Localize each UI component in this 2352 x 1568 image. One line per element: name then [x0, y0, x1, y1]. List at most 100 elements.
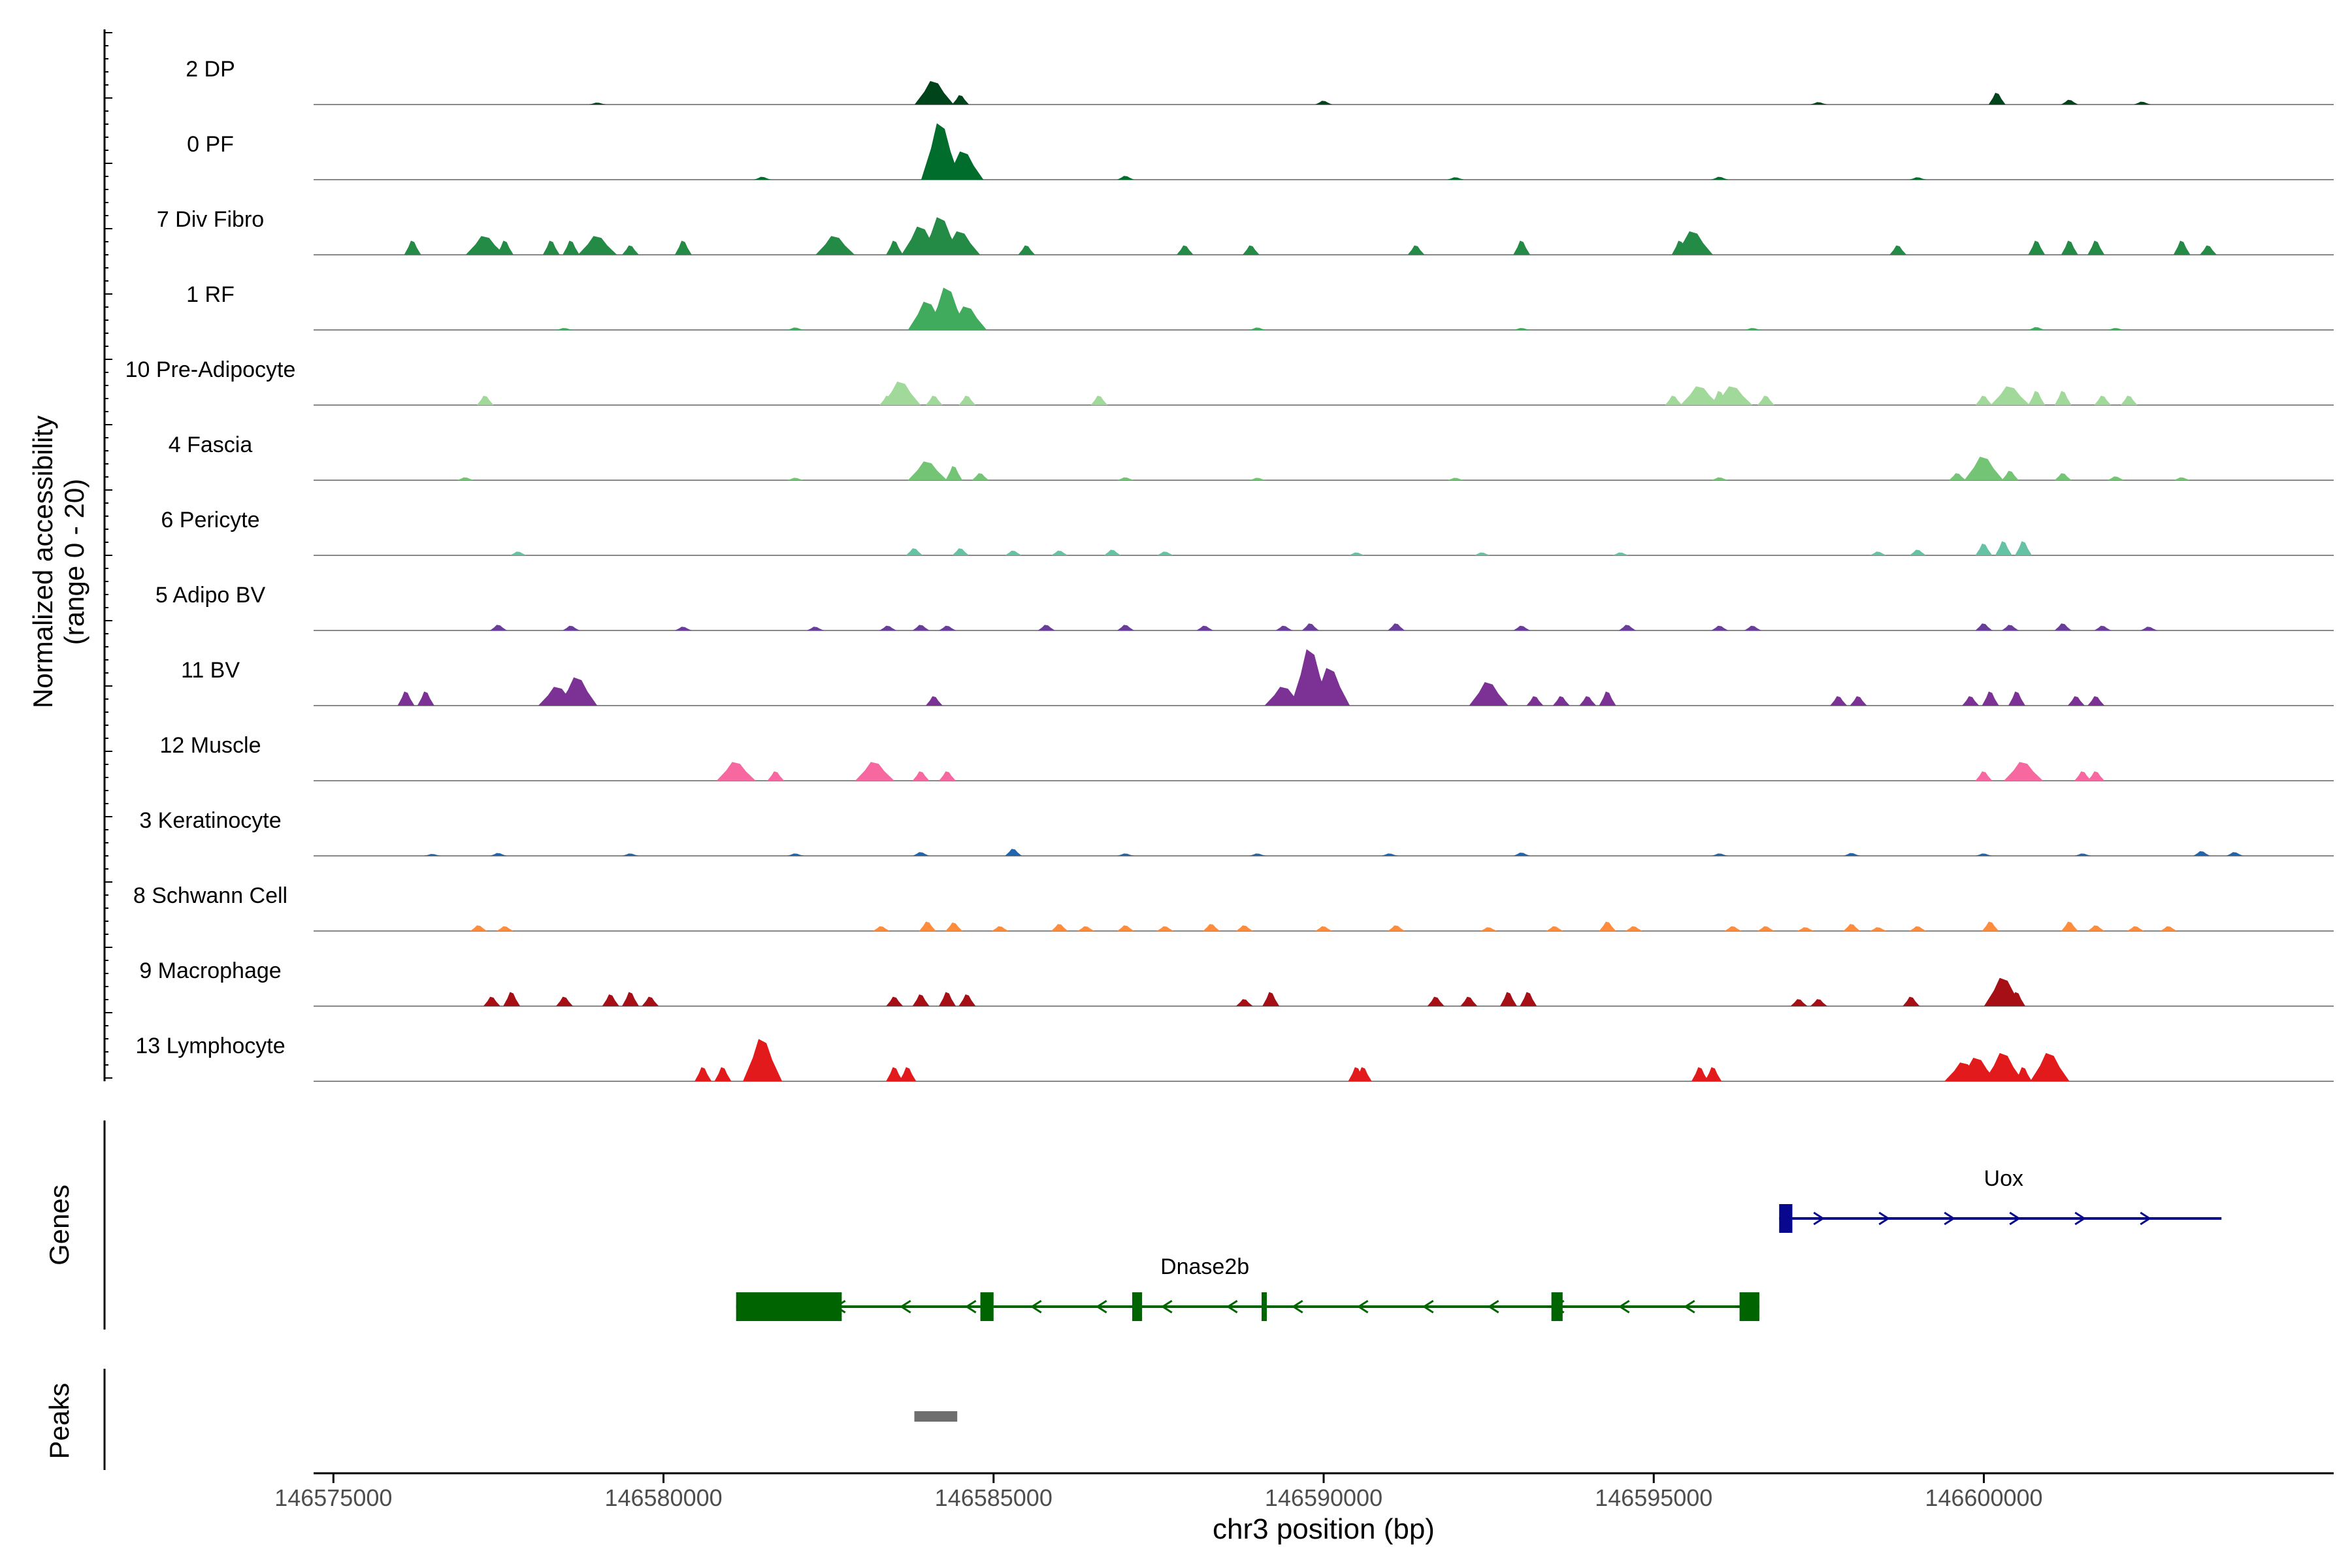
coverage-peak — [1869, 551, 1887, 555]
strand-arrow — [1291, 1299, 1303, 1314]
track-label: 13 Lymphocyte — [135, 1034, 285, 1058]
track-7: 6 Pericyte — [161, 508, 2334, 556]
coverage-peak — [1513, 240, 1531, 255]
coverage-peak — [1051, 924, 1068, 931]
x-tick-label: 146575000 — [274, 1484, 392, 1511]
coverage-peak — [1850, 696, 1867, 706]
track-9: 11 BV — [181, 649, 2334, 706]
track-label: 0 PF — [187, 132, 234, 157]
coverage-peak — [1051, 550, 1068, 555]
coverage-peak — [1117, 625, 1134, 630]
coverage-peak — [1235, 925, 1253, 931]
track-label: 9 Macrophage — [139, 958, 281, 983]
coverage-peak — [1711, 477, 1729, 480]
coverage-peak — [2061, 99, 2078, 105]
coverage-peak — [1249, 327, 1266, 330]
coverage-peak — [1037, 625, 1055, 630]
coverage-peak — [2028, 327, 2046, 330]
coverage-peak — [1909, 926, 1927, 931]
coverage-peak — [1381, 853, 1399, 856]
coverage-peak — [972, 473, 989, 480]
coverage-peak — [674, 240, 692, 255]
coverage-peak — [754, 176, 772, 180]
track-label: 12 Muscle — [160, 733, 261, 758]
coverage-peak — [642, 996, 659, 1006]
coverage-peak — [555, 328, 573, 330]
coverage-peak — [1962, 696, 1980, 706]
coverage-peak — [2173, 240, 2191, 255]
coverage-peak — [457, 477, 474, 480]
coverage-peak — [1975, 623, 1993, 630]
coverage-peak — [622, 853, 640, 856]
coverage-peak — [1249, 478, 1266, 480]
coverage-peak — [2107, 328, 2125, 330]
exon — [1779, 1204, 1793, 1233]
strand-arrow — [2009, 1211, 2021, 1226]
coverage-peak — [417, 691, 434, 706]
coverage-peak — [1968, 1070, 1986, 1081]
strand-arrow — [1878, 1211, 1890, 1226]
coverage-peak — [1090, 395, 1108, 405]
coverage-peak — [879, 625, 897, 630]
coverage-peak — [2054, 391, 2072, 405]
coverage-peak — [1427, 996, 1445, 1006]
coverage-peak — [1156, 926, 1174, 931]
coverage-peak — [2001, 470, 2019, 480]
strand-arrow — [1487, 1299, 1499, 1314]
coverage-peak — [1480, 927, 1497, 931]
track-3: 7 Div Fibro — [157, 207, 2334, 255]
track-label: 7 Div Fibro — [157, 207, 264, 232]
coverage-peak — [1982, 921, 1999, 931]
coverage-peak — [2061, 240, 2078, 255]
coverage-peak — [622, 992, 640, 1006]
coverage-peak — [787, 478, 804, 480]
coverage-peak — [555, 996, 573, 1006]
coverage-peak — [510, 551, 527, 555]
coverage-peak — [1975, 853, 1993, 856]
coverage-peak — [2054, 473, 2072, 480]
coverage-peak — [476, 395, 494, 405]
coverage-peak — [1964, 457, 2004, 480]
track-label: 6 Pericyte — [161, 508, 259, 532]
track-4: 1 RF — [186, 282, 2334, 331]
coverage-peak — [694, 1067, 712, 1081]
coverage-peak — [497, 926, 514, 931]
coverage-peak — [1618, 625, 1636, 630]
strand-arrow — [2140, 1211, 2151, 1226]
coverage-peak — [503, 992, 521, 1006]
coverage-peak — [1513, 328, 1531, 330]
coverage-peak — [2030, 1053, 2070, 1081]
coverage-peak — [1982, 691, 1999, 706]
coverage-peak — [1830, 696, 1848, 706]
coverage-peak — [2028, 391, 2046, 405]
coverage-peak — [1790, 999, 1808, 1006]
strand-arrow — [2074, 1211, 2086, 1226]
coverage-peak — [1810, 999, 1827, 1006]
coverage-peak — [1903, 996, 1920, 1006]
genes-panel-label: Genes — [44, 1184, 74, 1266]
coverage-peak — [489, 853, 507, 856]
coverage-peak — [1117, 176, 1134, 180]
track-11: 3 Keratinocyte — [139, 808, 2334, 857]
coverage-peak — [1005, 550, 1022, 555]
coverage-peak — [1612, 552, 1629, 555]
coverage-peak — [1909, 549, 1927, 555]
coverage-peak — [2028, 240, 2046, 255]
coverage-peak — [1469, 682, 1509, 706]
coverage-peak — [855, 762, 894, 781]
coverage-peak — [1275, 625, 1293, 630]
coverage-tracks: 2 DP 0 PF 7 Div Fibro 1 RF 10 Pre-Adipocyte 4… — [125, 57, 2334, 1082]
coverage-peak — [1077, 926, 1095, 931]
coverage-peak — [925, 395, 943, 405]
strand-arrow — [964, 1299, 977, 1314]
coverage-peak — [2226, 852, 2244, 856]
coverage-peak — [1711, 625, 1729, 630]
coverage-peak — [578, 236, 617, 255]
coverage-peak — [1744, 328, 1761, 330]
coverage-peak — [1713, 386, 1753, 405]
coverage-peak — [914, 81, 954, 105]
coverage-peak — [1625, 926, 1642, 931]
coverage-peak — [1757, 926, 1775, 931]
coverage-peak — [1744, 625, 1761, 630]
coverage-peak — [1407, 245, 1425, 255]
